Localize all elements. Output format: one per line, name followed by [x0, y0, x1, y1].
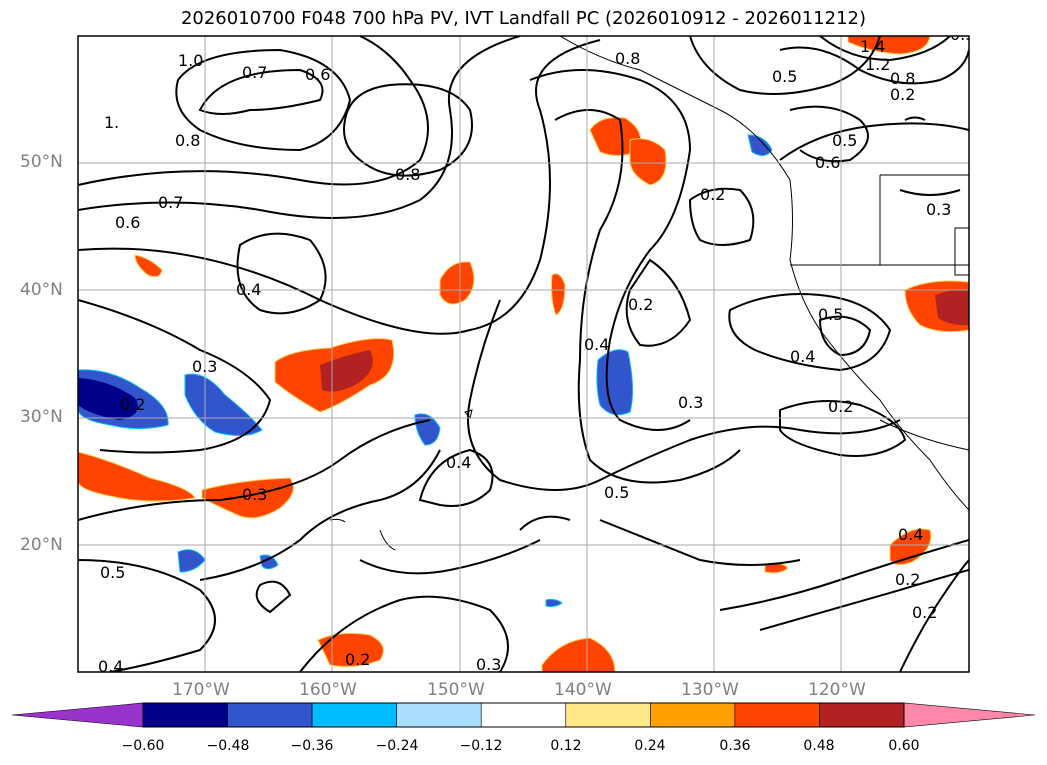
- contour-label: 0.2: [912, 603, 937, 622]
- colorbar-tick: 0.60: [888, 738, 920, 754]
- colorbar-segment: [480, 702, 567, 728]
- shaded-regions: [78, 36, 969, 672]
- contour-label: 0.2: [890, 85, 915, 104]
- contour-label: 0.3: [926, 200, 951, 219]
- lon-label-130w: 130°W: [681, 680, 739, 700]
- lon-label-150w: 150°W: [427, 680, 485, 700]
- shade-positive: [889, 528, 932, 566]
- contour-label: 0.7: [242, 63, 267, 82]
- shade-positive: [847, 36, 931, 55]
- contour-label: 0.4: [446, 453, 471, 472]
- contour-label: 0.6: [815, 153, 840, 172]
- contour-label: 0.2: [120, 395, 145, 414]
- shade-negative: [414, 413, 441, 446]
- colorbar-tick: −0.60: [121, 738, 165, 754]
- contour-label: 0.8: [395, 165, 420, 184]
- contour-label: 0.2: [628, 295, 653, 314]
- shade-negative: [747, 134, 773, 156]
- contour-label: 0.2: [895, 570, 920, 589]
- contour-label: 0.3: [950, 25, 975, 44]
- shade-negative-core: [78, 378, 138, 420]
- contour-label: 0.3: [476, 655, 501, 674]
- lat-label-30n: 30°N: [20, 407, 63, 427]
- shade-positive: [551, 273, 566, 316]
- contour-label: 0.3: [242, 485, 267, 504]
- map-plot: 1.0 0.7 0.6 0.8 1. 0.8 0.7 0.6 0.4 0.3 0…: [77, 25, 975, 676]
- lon-label-140w: 140°W: [554, 680, 612, 700]
- contour-label: 0.2: [700, 185, 725, 204]
- contour-label: 0.2: [828, 397, 853, 416]
- contour-label: 0.5: [604, 483, 629, 502]
- colorbar-segment: [565, 702, 651, 728]
- lon-label-160w: 160°W: [299, 680, 357, 700]
- shade-negative: [184, 373, 263, 436]
- map-frame: [77, 35, 970, 673]
- contour-label: 0.4: [98, 657, 123, 676]
- contour-label: 0.5: [100, 563, 125, 582]
- colorbar-extend-max: [903, 702, 1036, 728]
- pv-contours: [78, 36, 969, 672]
- lat-label-50n: 50°N: [20, 152, 63, 172]
- shade-positive: [317, 632, 384, 668]
- contour-label: 0.6: [305, 65, 330, 84]
- contour-label: 1.4: [860, 37, 885, 56]
- lat-label-20n: 20°N: [20, 535, 63, 555]
- colorbar-tick: −0.48: [206, 738, 250, 754]
- graticule: [78, 36, 969, 672]
- contour-label: 0.6: [115, 213, 140, 232]
- colorbar-segment: [142, 702, 228, 728]
- shade-positive: [78, 451, 196, 502]
- contour-label: 0.5: [818, 305, 843, 324]
- contour-label: 0.8: [890, 69, 915, 88]
- coastlines: [329, 36, 969, 551]
- colorbar-tick: 0.36: [719, 738, 751, 754]
- colorbar-extend-min: [11, 702, 144, 728]
- contour-labels: 1.0 0.7 0.6 0.8 1. 0.8 0.7 0.6 0.4 0.3 0…: [98, 25, 975, 676]
- lon-label-120w: 120°W: [808, 680, 866, 700]
- shade-positive: [439, 261, 475, 305]
- shade-negative: [177, 549, 206, 573]
- shade-positive: [541, 637, 616, 672]
- colorbar-tick: −0.12: [459, 738, 503, 754]
- colorbar-tick: −0.36: [290, 738, 334, 754]
- contour-label: 0.7: [158, 193, 183, 212]
- shade-negative: [596, 349, 634, 416]
- lon-label-170w: 170°W: [172, 680, 230, 700]
- shade-positive: [629, 138, 667, 186]
- colorbar-tick: 0.48: [803, 738, 835, 754]
- colorbar-segment: [311, 702, 397, 728]
- colorbar-segment: [819, 702, 905, 728]
- contour-label: 0.8: [615, 49, 640, 68]
- colorbar-segment: [650, 702, 736, 728]
- contour-label: 0.4: [790, 347, 815, 366]
- contour-label: 0.8: [175, 131, 200, 150]
- contour-label: 0.3: [678, 393, 703, 412]
- map-title: 2026010700 F048 700 hPa PV, IVT Landfall…: [180, 8, 867, 29]
- contour-label: 0.4: [236, 280, 261, 299]
- shade-positive: [589, 117, 642, 156]
- contour-label: 1.2: [865, 55, 890, 74]
- contour-label: 1.: [104, 113, 119, 132]
- contour-label: 0.3: [192, 357, 217, 376]
- shade-negative: [259, 554, 279, 570]
- lat-label-40n: 40°N: [20, 280, 63, 300]
- shade-positive-core: [320, 350, 373, 392]
- colorbar-tick: 0.12: [550, 738, 582, 754]
- contour-label: 0.5: [772, 67, 797, 86]
- colorbar-segment: [227, 702, 313, 728]
- shade-positive: [201, 477, 294, 519]
- contour-label: 0.4: [898, 525, 923, 544]
- shade-negative: [545, 598, 563, 608]
- colorbar-segment: [734, 702, 820, 728]
- colorbar-segment: [396, 702, 482, 728]
- contour-label: 1.0: [178, 51, 203, 70]
- contour-label: 0.4: [584, 335, 609, 354]
- contour-label: 0.5: [832, 131, 857, 150]
- colorbar-tick: 0.24: [634, 738, 666, 754]
- shade-positive: [134, 254, 163, 278]
- contour-label: 0.2: [345, 650, 370, 669]
- shade-positive-core: [935, 289, 969, 326]
- colorbar-tick: −0.24: [375, 738, 419, 754]
